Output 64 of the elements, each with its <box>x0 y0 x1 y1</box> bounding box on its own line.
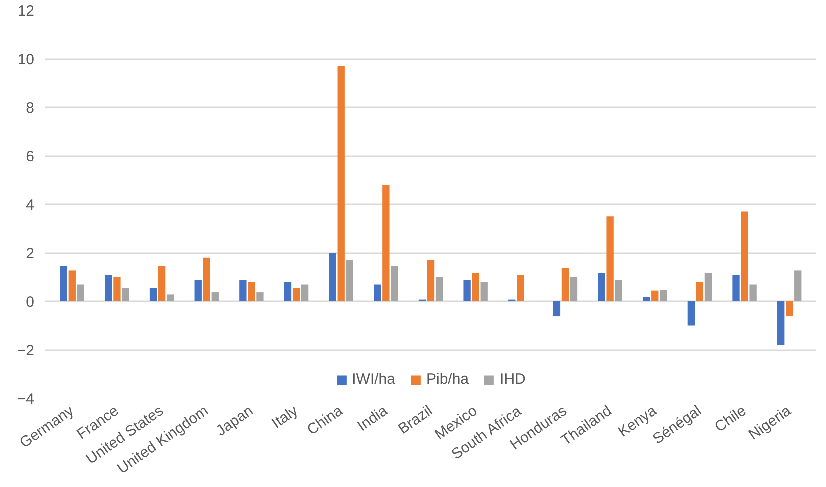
bar <box>346 260 354 302</box>
bar <box>77 284 84 302</box>
bar <box>794 270 802 302</box>
bar <box>652 290 659 302</box>
y-tick-label: 10 <box>18 52 35 68</box>
bar <box>194 280 202 302</box>
bar <box>240 280 247 302</box>
y-tick-label: 8 <box>26 100 34 117</box>
bar <box>606 216 614 302</box>
bar <box>562 268 570 302</box>
bar <box>688 302 696 326</box>
y-tick-label: −4 <box>17 391 35 408</box>
bar <box>732 275 740 302</box>
bar <box>436 277 444 302</box>
x-tick-label: China <box>304 402 347 439</box>
bar <box>329 253 336 302</box>
bar <box>741 212 748 302</box>
bar <box>778 302 785 346</box>
bar <box>158 266 166 302</box>
bar <box>750 284 757 302</box>
x-tick-label: India <box>354 402 392 436</box>
bar <box>643 297 650 302</box>
bar <box>464 280 471 302</box>
bar <box>704 273 712 302</box>
bar <box>292 288 300 302</box>
bar <box>517 275 524 302</box>
bar <box>786 302 794 317</box>
x-tick-label: Italy <box>269 402 302 432</box>
y-tick-label: 0 <box>26 294 34 311</box>
bar <box>480 282 488 302</box>
bar <box>570 277 578 302</box>
bar <box>598 273 606 302</box>
bar <box>301 284 309 302</box>
bar <box>68 270 76 302</box>
bar <box>166 294 174 302</box>
bar <box>212 292 219 302</box>
y-tick-label: −2 <box>17 342 35 360</box>
bar <box>615 280 622 302</box>
bar <box>60 266 68 302</box>
bar <box>553 302 561 317</box>
bar <box>427 260 435 302</box>
bar <box>284 282 292 302</box>
bar <box>203 258 210 302</box>
bar <box>382 185 390 302</box>
bar <box>122 288 130 302</box>
bar <box>105 275 112 302</box>
y-tick-label: 4 <box>26 197 34 214</box>
legend-label: IWI/ha <box>352 371 396 388</box>
y-tick-label: 12 <box>18 3 35 20</box>
bar <box>150 288 158 302</box>
legend-label: Pib/ha <box>426 371 470 388</box>
y-tick-label: 2 <box>26 246 34 262</box>
bar <box>391 266 398 302</box>
bar <box>338 66 345 302</box>
y-tick-label: 6 <box>26 148 34 166</box>
bar <box>660 290 668 302</box>
bar <box>472 273 480 302</box>
x-tick-label: Chile <box>712 402 750 436</box>
bar <box>114 277 121 302</box>
bar <box>248 282 256 302</box>
bar <box>696 282 704 302</box>
bar <box>374 284 382 302</box>
bar <box>256 292 264 302</box>
legend-label: IHD <box>500 371 526 388</box>
